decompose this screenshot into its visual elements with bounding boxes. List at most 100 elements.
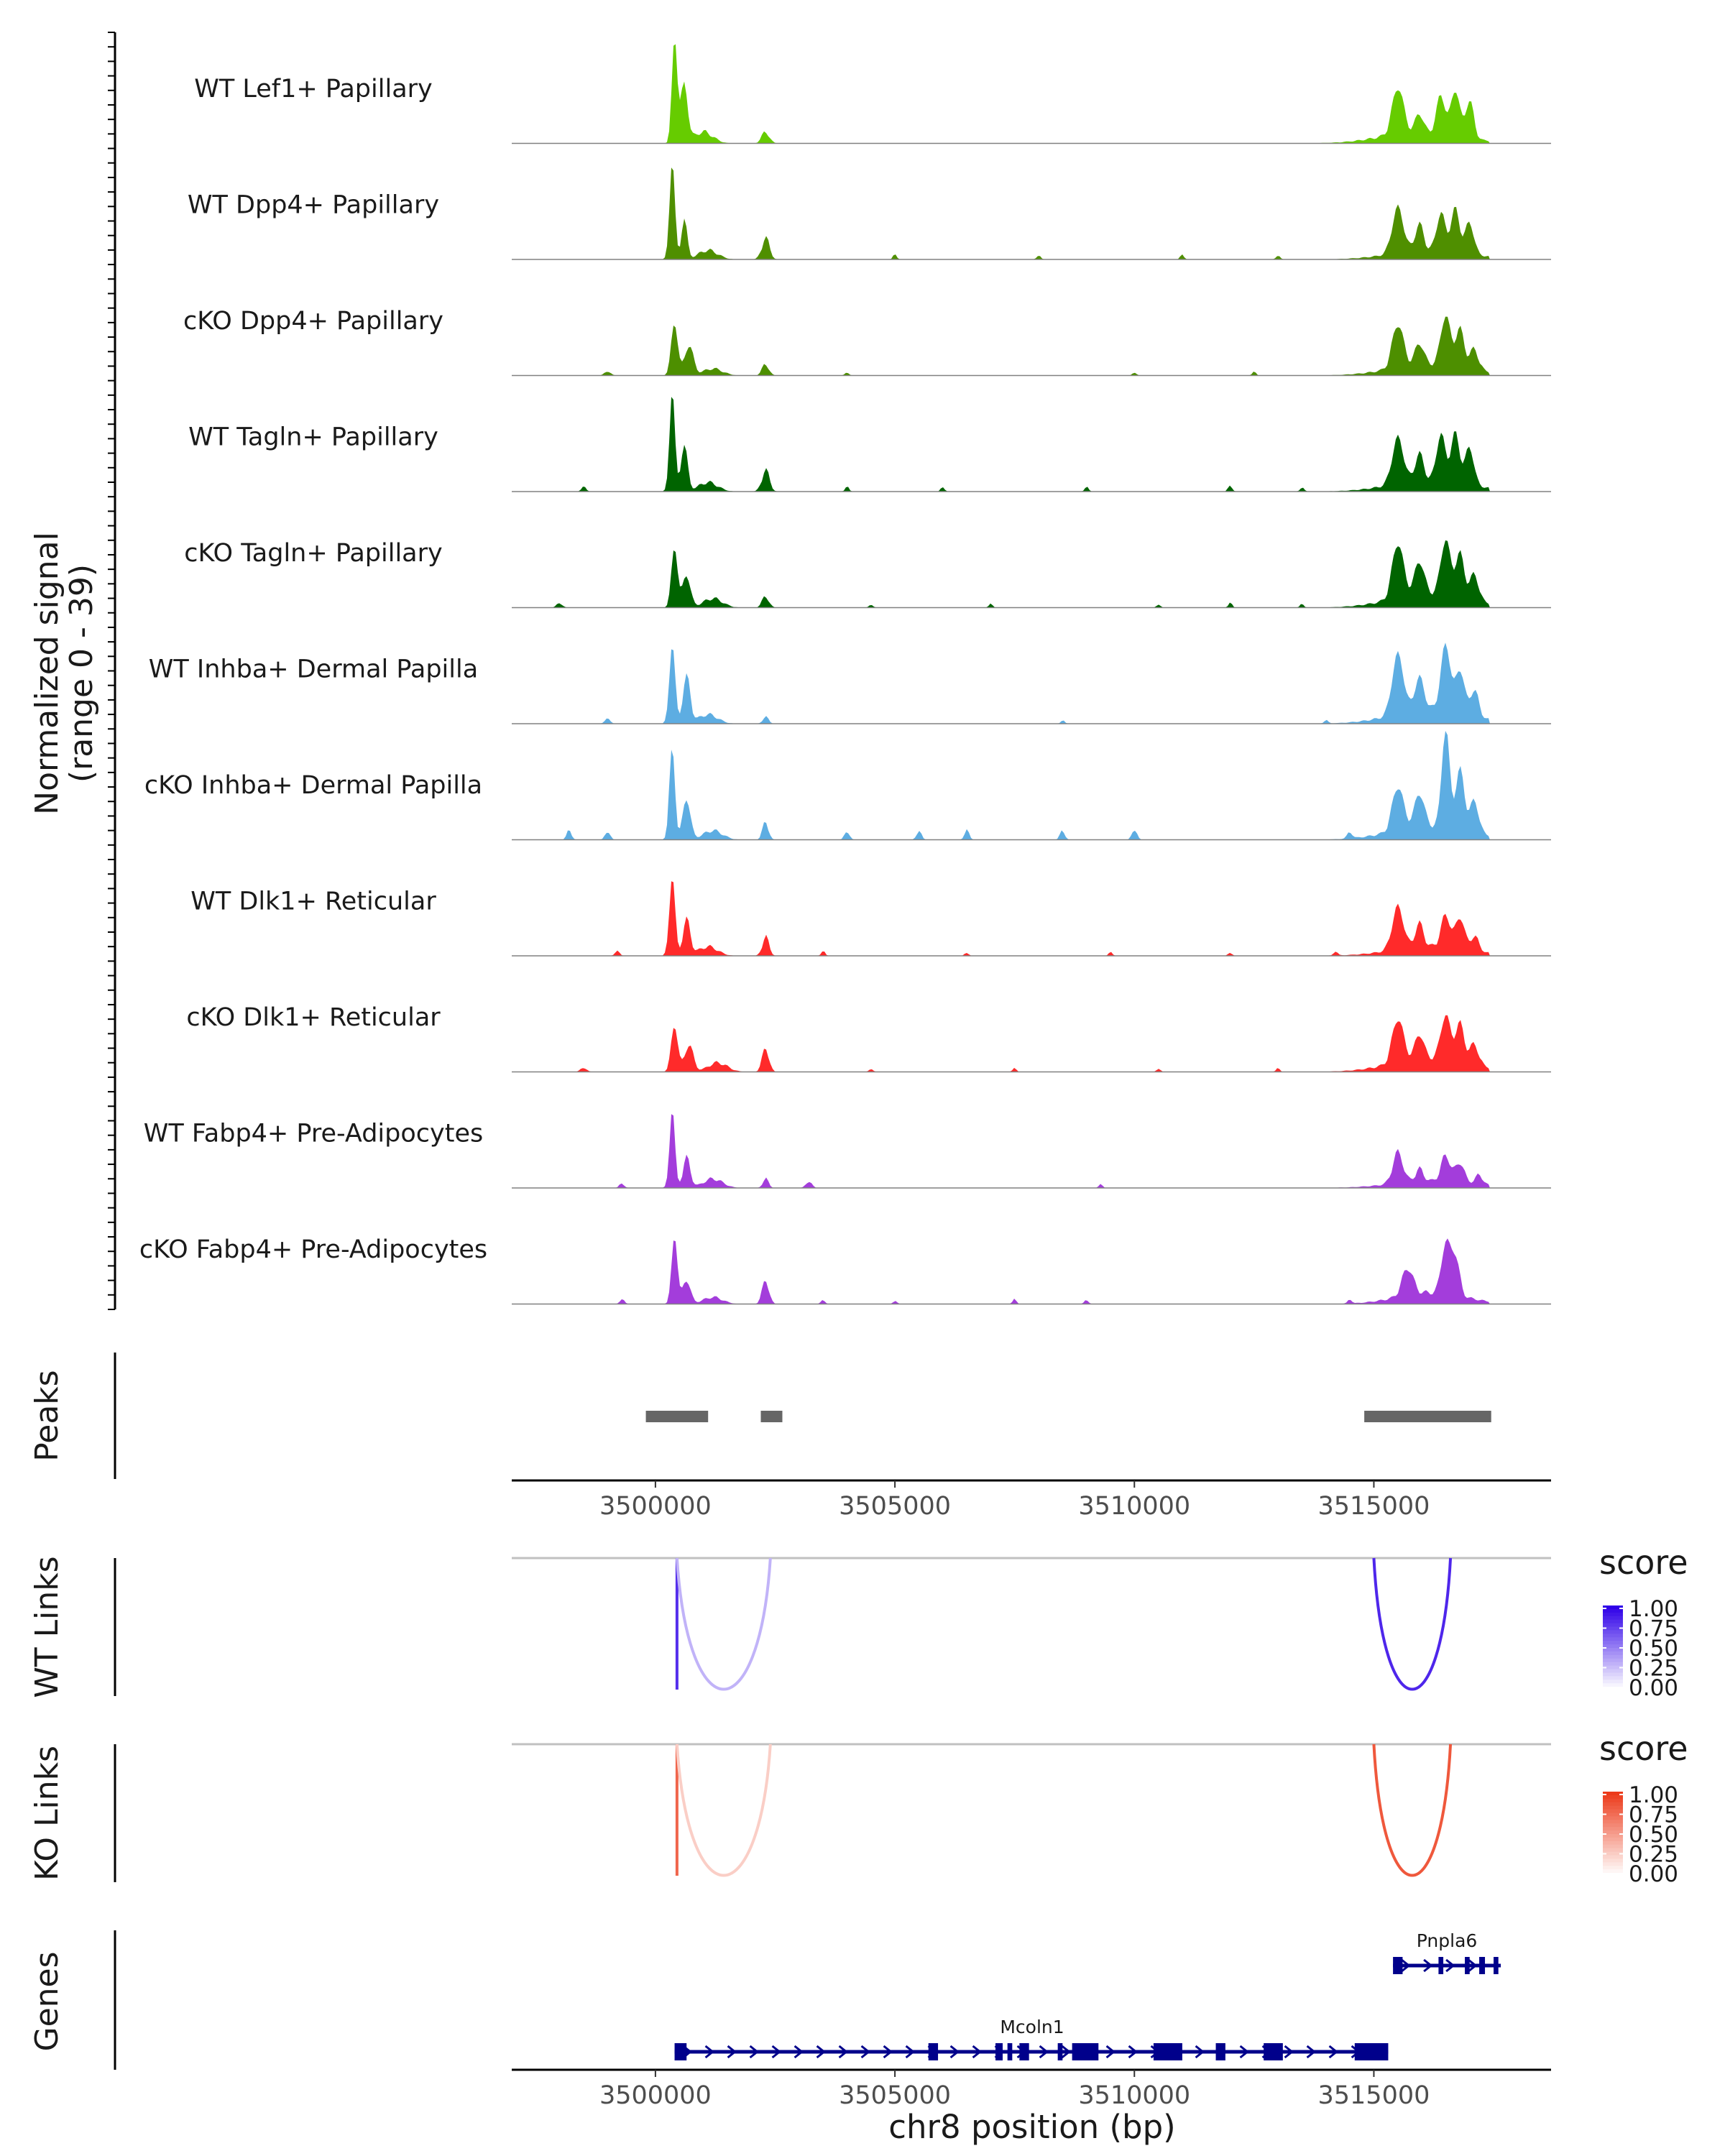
legend-color-step (1603, 1626, 1623, 1631)
exon (1153, 2043, 1182, 2060)
exon (1007, 2043, 1013, 2060)
genes-x-axis: 3500000 3505000 3510000 3515000 (512, 2068, 1551, 2110)
coverage-area (512, 881, 1490, 956)
legend-color-step (1603, 1827, 1623, 1832)
links-legend: score 1.000.750.500.250.00 (1599, 1729, 1688, 1887)
legend-color-step (1603, 1805, 1623, 1810)
exon (995, 2043, 1003, 2060)
legend-tick-label: 1.00 (1629, 1782, 1678, 1808)
legend-color-step (1603, 1662, 1623, 1667)
strand-arrow (1423, 1958, 1433, 1973)
genes-track-label: Genes (29, 1951, 65, 2051)
strand-arrow (1105, 2045, 1116, 2059)
x-tick-label: 3505000 (839, 2081, 951, 2110)
coverage-area (512, 1015, 1490, 1072)
strand-arrow (727, 2045, 737, 2059)
exon (1393, 1957, 1403, 1974)
coverage-tracks: WT Lef1+ Papillary WT Dpp4+ Papillary cKO … (139, 44, 1551, 1305)
track-label: cKO Tagln+ Papillary (184, 539, 443, 568)
strand-arrow (794, 2045, 804, 2059)
legend-tick-label: 0.50 (1629, 1822, 1678, 1848)
gene-model: Mcoln1 (674, 2017, 1389, 2060)
track-label: WT Dpp4+ Papillary (188, 191, 439, 220)
track-label: WT Inhba+ Dermal Papilla (149, 655, 478, 684)
x-axis-title: chr8 position (bp) (888, 2108, 1176, 2146)
legend-color-step (1603, 1669, 1623, 1674)
exon (1019, 2043, 1029, 2060)
legend-color-step (1603, 1820, 1623, 1825)
coverage-track: WT Dpp4+ Papillary (188, 167, 1551, 260)
strand-arrow (704, 2045, 714, 2059)
x-tick-label: 3505000 (839, 1492, 951, 1521)
legend-color-step (1603, 1651, 1623, 1656)
gene-model: Pnpla6 (1393, 1930, 1501, 1974)
legend-color-step (1603, 1848, 1623, 1853)
links-panel: WT Links score 1.000.750.500.250.00 (29, 1543, 1688, 1701)
legend-color-step (1603, 1830, 1623, 1835)
exon (1354, 2043, 1389, 2060)
legend-color-step (1603, 1606, 1623, 1610)
legend-color-step (1603, 1798, 1623, 1803)
coverage-track: WT Inhba+ Dermal Papilla (149, 642, 1551, 724)
x-tick-label: 3500000 (599, 1492, 712, 1521)
legend-color-step (1603, 1851, 1623, 1856)
link-arc (675, 1743, 772, 1877)
exon (1072, 2043, 1099, 2060)
strand-arrow (1195, 2045, 1205, 2059)
exon (1479, 1957, 1486, 1974)
legend-color-step (1603, 1844, 1623, 1849)
legend-color-step (1603, 1672, 1623, 1677)
strand-arrow (883, 2045, 893, 2059)
legend-color-step (1603, 1658, 1623, 1663)
track-label: cKO Dpp4+ Papillary (183, 307, 443, 336)
legend-color-step (1603, 1634, 1623, 1639)
coverage-track: cKO Inhba+ Dermal Papilla (144, 731, 1551, 841)
coverage-area (512, 1114, 1490, 1188)
legend-color-step (1603, 1619, 1623, 1624)
x-tick-label: 3515000 (1318, 1492, 1430, 1521)
track-label: WT Tagln+ Papillary (188, 423, 438, 452)
coverage-area (512, 642, 1490, 724)
legend-tick-label: 0.25 (1629, 1842, 1678, 1868)
legend-title: score (1599, 1543, 1688, 1582)
coverage-area (512, 316, 1490, 376)
gene-name-label: Mcoln1 (1000, 2017, 1064, 2037)
legend-color-step (1603, 1612, 1623, 1617)
legend-color-step (1603, 1837, 1623, 1842)
strand-arrow (838, 2045, 848, 2059)
legend-color-step (1603, 1873, 1623, 1877)
strand-arrow (1445, 1958, 1455, 1973)
legend-color-step (1603, 1676, 1623, 1681)
track-label: cKO Fabp4+ Pre-Adipocytes (139, 1235, 487, 1264)
coverage-track: WT Dlk1+ Reticular (190, 881, 1551, 957)
coverage-area (512, 540, 1490, 608)
legend-color-step (1603, 1812, 1623, 1818)
gene-name-label: Pnpla6 (1417, 1930, 1478, 1951)
coverage-y-axis (108, 32, 116, 1310)
strand-arrow (1306, 2045, 1316, 2059)
legend-color-step (1603, 1855, 1623, 1860)
coverage-track: cKO Fabp4+ Pre-Adipocytes (139, 1235, 1551, 1305)
strand-arrow (1401, 1958, 1411, 1973)
legend-color-step (1603, 1644, 1623, 1649)
strand-arrow (749, 2045, 759, 2059)
legend-color-step (1603, 1641, 1623, 1646)
legend-color-step (1603, 1608, 1623, 1613)
exon (674, 2043, 687, 2060)
track-label: WT Lef1+ Papillary (194, 75, 433, 103)
legend-color-step (1603, 1792, 1623, 1796)
link-arc (1372, 1557, 1453, 1691)
legend-color-step (1603, 1680, 1623, 1685)
strand-arrow (1328, 2045, 1338, 2059)
exon (1057, 2043, 1063, 2060)
strand-arrow (1284, 2045, 1294, 2059)
legend-color-step (1603, 1654, 1623, 1659)
links-legend: score 1.000.750.500.250.00 (1599, 1543, 1688, 1701)
genes-panel: Genes Pnpla6 Mcoln1 (29, 1930, 1501, 2070)
strand-arrow (816, 2045, 826, 2059)
coverage-track: cKO Dpp4+ Papillary (183, 307, 1551, 377)
strand-arrow (1239, 2045, 1249, 2059)
legend-color-step (1603, 1809, 1623, 1814)
legend-tick-label: 0.25 (1629, 1656, 1678, 1682)
peaks-track-label: Peaks (29, 1370, 65, 1461)
